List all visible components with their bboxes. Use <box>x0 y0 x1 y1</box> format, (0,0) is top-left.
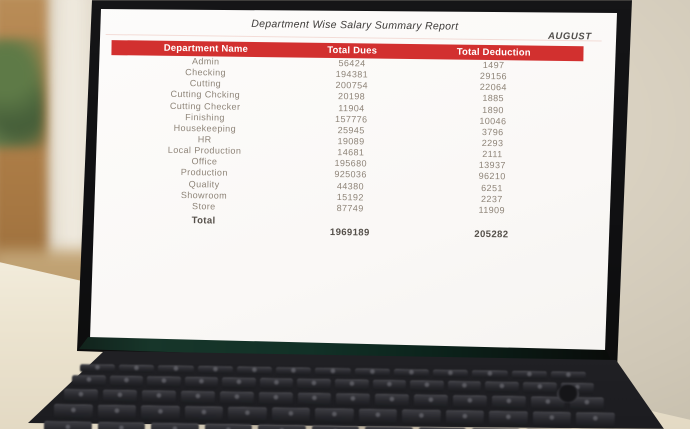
keyboard-key <box>311 425 360 429</box>
keyboard-key <box>576 412 615 428</box>
keyboard-key <box>452 395 488 409</box>
keyboard-key <box>63 389 98 403</box>
keyboard-key <box>146 376 181 388</box>
keyboard-key <box>485 381 519 394</box>
keyboard-key <box>445 410 485 426</box>
keyboard-key <box>79 364 116 373</box>
keyboard-key <box>119 364 155 374</box>
keyboard-key <box>158 365 194 374</box>
keyboard-key <box>297 392 332 407</box>
keyboard-key <box>236 366 273 376</box>
keyboard-key <box>180 390 215 405</box>
keyboard-key <box>197 365 233 375</box>
keyboard-key <box>491 395 527 410</box>
keyboard-key <box>336 393 371 407</box>
keyboard-key <box>271 407 311 424</box>
keyboard-key <box>222 377 256 389</box>
keyboard-key <box>372 379 407 392</box>
keyboard-key <box>522 382 557 394</box>
keyboard-key <box>204 423 253 429</box>
keyboard-key <box>150 422 199 429</box>
keyboard-key <box>276 367 312 376</box>
keyboard-key <box>227 406 267 423</box>
keyboard-key <box>550 371 586 380</box>
keyboard-key <box>53 404 93 420</box>
keyboard-key <box>97 404 137 421</box>
keyboard-key <box>511 370 547 380</box>
keyboard-key <box>447 380 482 393</box>
keyboard-key <box>401 409 441 426</box>
keyboard-key <box>258 392 293 406</box>
keyboard-key <box>393 368 430 378</box>
keyboard-key <box>375 393 410 408</box>
keyboard-key <box>102 389 137 404</box>
keyboard-key <box>184 376 219 389</box>
keyboard-key <box>358 408 398 425</box>
keyboard-key <box>472 370 508 379</box>
keyboard-key <box>219 391 254 405</box>
keyboard-key <box>109 375 144 388</box>
keyboard-key <box>315 367 351 377</box>
keyboard-key <box>140 405 180 421</box>
keyboard-key <box>43 421 92 429</box>
keyboard-key <box>141 390 176 404</box>
keyboard-key <box>414 394 449 409</box>
keyboard-key <box>71 375 106 387</box>
keyboard-key <box>259 377 294 390</box>
keyboard-key <box>97 421 146 429</box>
keyboard-key <box>409 380 444 392</box>
keyboard-key <box>297 378 332 391</box>
keyboard-key <box>532 411 572 428</box>
keyboard-key <box>432 369 469 379</box>
keyboard-key <box>314 408 354 424</box>
plant <box>0 38 44 148</box>
keyboard-key <box>184 406 224 422</box>
keyboard-key <box>489 410 528 427</box>
keyboard-key <box>354 368 390 377</box>
power-button <box>557 385 579 403</box>
keyboard-key <box>334 379 369 391</box>
keyboard-key <box>257 424 306 429</box>
